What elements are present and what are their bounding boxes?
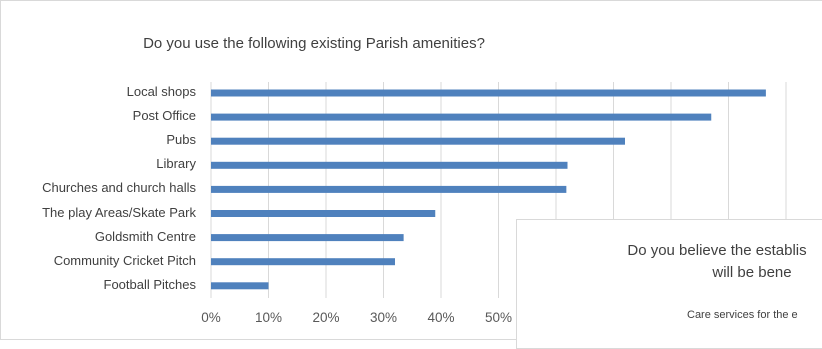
bar-goldsmith-centre bbox=[211, 234, 404, 242]
category-label: Goldsmith Centre bbox=[94, 228, 196, 244]
category-label: Community Cricket Pitch bbox=[53, 252, 196, 268]
x-tick-label: 10% bbox=[254, 310, 283, 325]
second-chart-title: Do you believe the establis will be bene bbox=[517, 240, 822, 284]
second-chart-category-label: Care services for the e bbox=[687, 309, 798, 321]
x-tick-label: 20% bbox=[312, 310, 340, 325]
bar-football-pitches bbox=[211, 282, 269, 290]
category-label: Post Office bbox=[132, 108, 196, 124]
category-label: The play Areas/Skate Park bbox=[42, 204, 196, 220]
bar-pubs bbox=[211, 137, 625, 145]
second-chart-title-line2: will be bene bbox=[712, 264, 792, 281]
bar-local-shops bbox=[211, 89, 766, 97]
category-label: Churches and church halls bbox=[42, 180, 196, 196]
second-chart-title-line1: Do you believe the establis bbox=[627, 242, 807, 259]
bar-community-cricket-pitch bbox=[211, 258, 395, 266]
bar-churches-and-church-halls bbox=[211, 185, 567, 193]
second-chart-panel: Do you believe the establis will be bene… bbox=[516, 219, 822, 349]
category-label: Library bbox=[156, 156, 196, 172]
bar-the-play-areas-skate-park bbox=[211, 210, 436, 217]
x-tick-label: 40% bbox=[427, 310, 455, 325]
x-tick-label: 50% bbox=[484, 310, 513, 325]
x-tick-label: 30% bbox=[369, 310, 398, 325]
chart-title: Do you use the following existing Parish… bbox=[143, 35, 485, 52]
bar-library bbox=[211, 161, 568, 169]
bar-post-office bbox=[211, 113, 712, 121]
chart-area: Do you use the following existing Parish… bbox=[0, 0, 822, 340]
category-label: Local shops bbox=[126, 84, 196, 99]
category-label: Football Pitches bbox=[103, 276, 197, 292]
category-label: Pubs bbox=[166, 132, 196, 148]
x-tick-label: 0% bbox=[201, 310, 221, 325]
